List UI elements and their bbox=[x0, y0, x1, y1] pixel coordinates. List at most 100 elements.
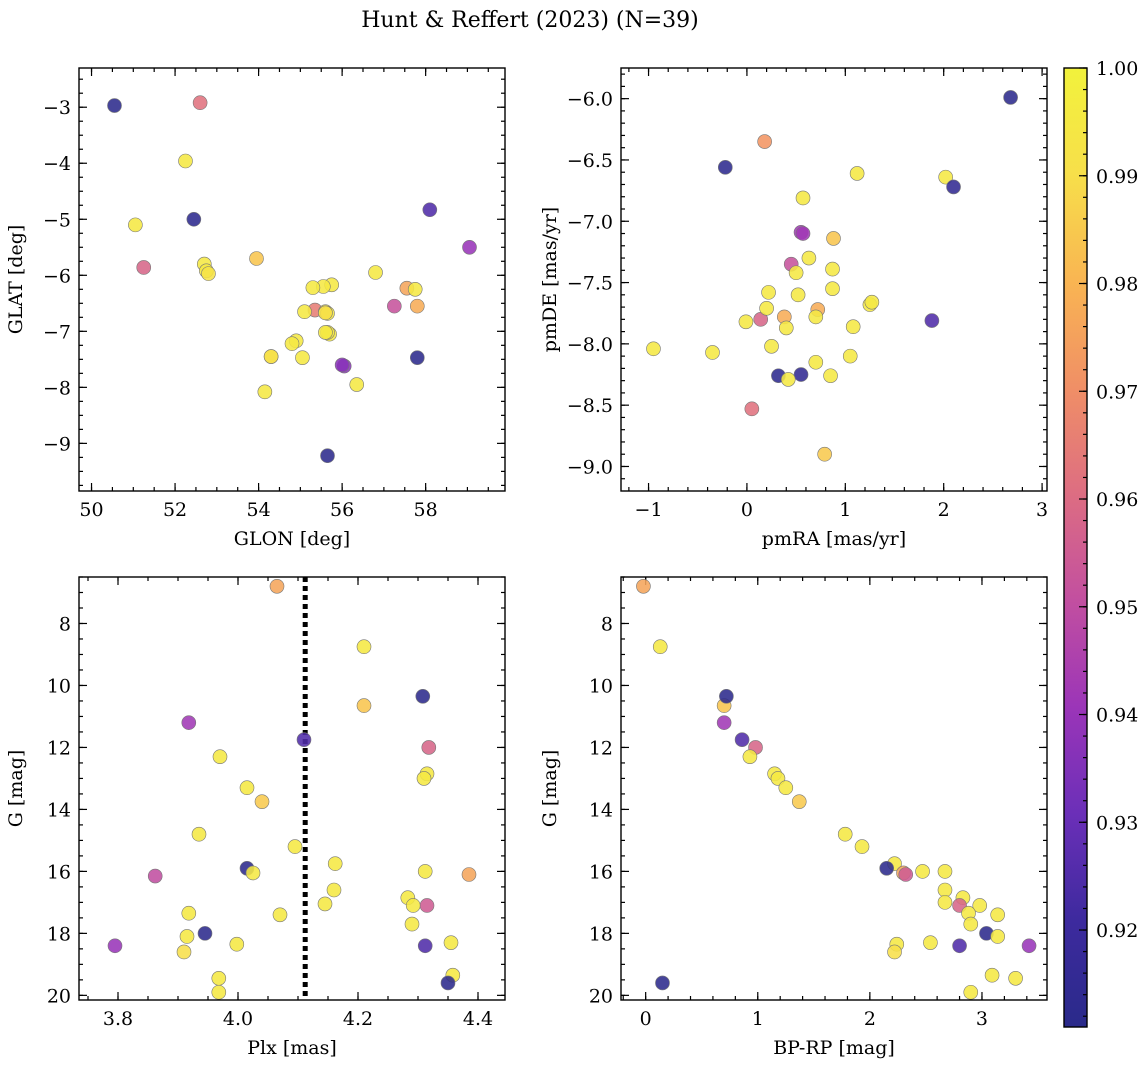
y-axis-label: G [mag] bbox=[539, 750, 561, 828]
colorbar-frame bbox=[1063, 67, 1088, 1028]
data-points bbox=[107, 95, 477, 464]
scatter-point bbox=[461, 867, 477, 882]
x-tick-label: 4.2 bbox=[343, 1008, 373, 1030]
x-tick-label: 54 bbox=[246, 499, 270, 521]
scatter-point bbox=[239, 780, 255, 796]
scatter-point bbox=[937, 864, 953, 879]
scatter-point bbox=[107, 938, 123, 954]
panel-glon-glat: 50 52 54 56 58 −9 −8 −7 −6 −5 −4 −3 GLON [deg] GLAT [… bbox=[5, 67, 506, 550]
scatter-point bbox=[181, 715, 197, 730]
scatter-point bbox=[778, 780, 794, 796]
x-tick-label: 1 bbox=[752, 1008, 764, 1030]
y-tick-label: 14 bbox=[47, 799, 71, 821]
x-axis-label: BP-RP [mag] bbox=[773, 1037, 895, 1059]
scatter-point bbox=[837, 826, 853, 842]
scatter-point bbox=[990, 929, 1005, 944]
scatter-point bbox=[440, 975, 456, 991]
scatter-point bbox=[295, 350, 310, 365]
x-tick-label: 58 bbox=[414, 499, 438, 521]
scatter-point bbox=[791, 794, 807, 809]
y-axis-label: GLAT [deg] bbox=[5, 225, 27, 335]
scatter-point bbox=[646, 341, 661, 357]
scatter-point bbox=[780, 372, 796, 387]
scatter-point bbox=[272, 907, 288, 923]
scatter-point bbox=[136, 260, 152, 275]
scatter-point bbox=[422, 202, 438, 218]
y-tick-label: 16 bbox=[47, 861, 71, 883]
x-tick-label: 4.0 bbox=[223, 1008, 253, 1030]
scatter-point bbox=[443, 935, 459, 950]
scatter-point bbox=[887, 944, 902, 960]
scatter-point bbox=[416, 771, 432, 786]
scatter-point bbox=[211, 984, 227, 1000]
x-tick-label: −1 bbox=[635, 499, 663, 521]
scatter-point bbox=[263, 349, 279, 364]
scatter-point bbox=[415, 689, 431, 704]
scatter-point bbox=[407, 282, 423, 297]
scatter-point bbox=[1021, 938, 1037, 954]
scatter-point bbox=[409, 350, 425, 365]
scatter-point bbox=[421, 740, 437, 755]
scatter-point bbox=[349, 377, 365, 392]
scatter-point bbox=[462, 239, 477, 255]
scatter-point bbox=[334, 357, 350, 373]
scatter-point bbox=[305, 280, 321, 295]
y-tick-label: −9 bbox=[43, 433, 71, 455]
scatter-point bbox=[778, 320, 794, 336]
y-tick-label: −5 bbox=[43, 209, 71, 231]
scatter-point bbox=[864, 294, 880, 310]
y-tick-label: 10 bbox=[47, 675, 71, 697]
scatter-point bbox=[793, 367, 809, 382]
data-points bbox=[646, 90, 1018, 462]
scatter-point bbox=[984, 967, 1000, 983]
scatter-point bbox=[742, 749, 758, 765]
x-tick-label: 0 bbox=[741, 499, 753, 521]
scatter-point bbox=[963, 916, 979, 932]
scatter-point bbox=[744, 401, 760, 417]
x-tick-label: 4.4 bbox=[463, 1008, 493, 1030]
scatter-point bbox=[327, 856, 343, 871]
colorbar-tick-label: 0.98 bbox=[1096, 274, 1138, 296]
scatter-point bbox=[419, 898, 435, 913]
scatter-point bbox=[197, 926, 213, 941]
y-tick-label: −4 bbox=[43, 153, 71, 175]
scatter-point bbox=[825, 261, 840, 277]
scatter-point bbox=[356, 698, 372, 713]
scatter-point bbox=[192, 95, 208, 111]
scatter-point bbox=[636, 578, 651, 594]
y-tick-label: 8 bbox=[601, 613, 613, 635]
scatter-point bbox=[915, 864, 930, 879]
y-tick-label: 12 bbox=[589, 737, 613, 759]
scatter-point bbox=[417, 938, 433, 954]
colorbar: 0.92 0.93 0.94 0.95 0.96 0.97 0.98 0.99 1.00 bbox=[1063, 58, 1138, 1028]
scatter-point bbox=[387, 298, 402, 314]
scatter-point bbox=[898, 867, 914, 882]
scatter-point bbox=[176, 944, 192, 960]
colorbar-tick-label: 1.00 bbox=[1096, 58, 1138, 80]
x-tick-label: 2 bbox=[938, 499, 950, 521]
colorbar-tick-label: 0.94 bbox=[1096, 705, 1138, 727]
y-axis-label: pmDE [mas/yr] bbox=[539, 207, 561, 352]
y-tick-label: −6 bbox=[43, 265, 71, 287]
scatter-point bbox=[719, 689, 734, 704]
y-tick-label: 18 bbox=[589, 923, 613, 945]
y-tick-label: 14 bbox=[589, 799, 613, 821]
scatter-point bbox=[269, 578, 285, 594]
y-tick-label: −9.0 bbox=[567, 456, 613, 478]
scatter-point bbox=[845, 319, 861, 335]
scatter-point bbox=[191, 826, 207, 842]
scatter-point bbox=[849, 166, 865, 181]
scatter-point bbox=[655, 975, 670, 991]
scatter-point bbox=[229, 936, 245, 952]
scatter-point bbox=[757, 134, 772, 149]
scatter-point bbox=[937, 882, 953, 898]
scatter-point bbox=[990, 907, 1005, 923]
x-axis-label: GLON [deg] bbox=[234, 528, 350, 550]
x-tick-label: 52 bbox=[163, 499, 187, 521]
scatter-point bbox=[761, 285, 776, 300]
scatter-point bbox=[284, 336, 300, 351]
y-tick-label: −7.0 bbox=[567, 211, 613, 233]
scatter-point bbox=[356, 639, 372, 655]
scatter-point bbox=[937, 895, 953, 910]
